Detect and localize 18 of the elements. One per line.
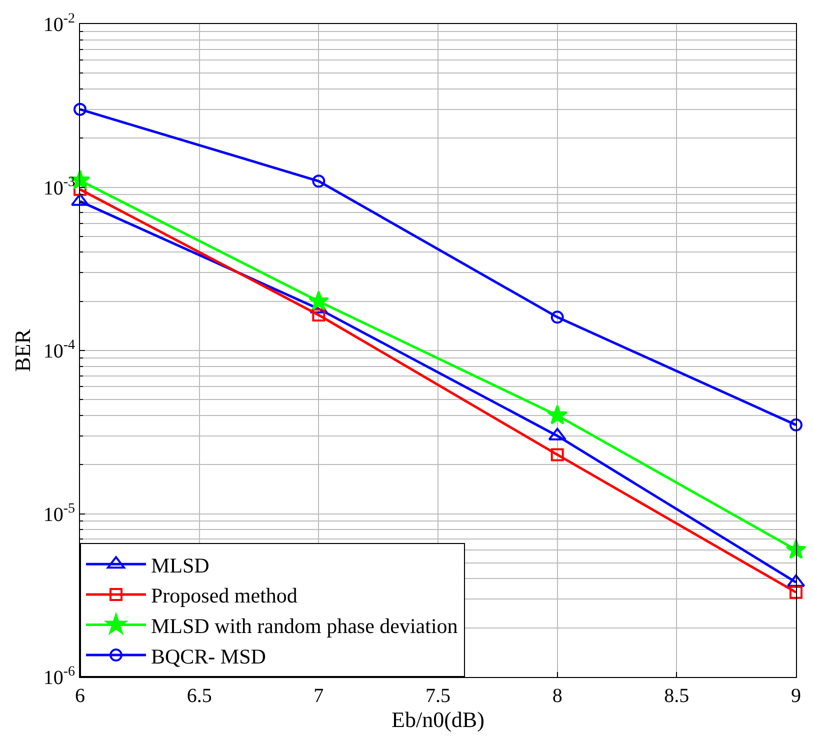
y-tick-label: 10$^{-6}$ bbox=[43, 664, 75, 689]
y-tick-label: 10$^{-5}$ bbox=[43, 501, 75, 526]
x-tick-label: 6 bbox=[75, 685, 85, 707]
x-tick-label: 8 bbox=[552, 685, 562, 707]
x-tick-label: 7 bbox=[314, 685, 324, 707]
legend-label: MLSD with random phase deviation bbox=[151, 614, 458, 638]
x-axis-title: Eb/n0(dB) bbox=[392, 707, 484, 732]
y-tick-label: 10$^{-2}$ bbox=[43, 12, 75, 36]
legend-label: BQCR- MSD bbox=[151, 644, 266, 668]
y-tick-label: 10$^{-4}$ bbox=[43, 338, 75, 362]
legend-label: Proposed method bbox=[151, 584, 298, 608]
y-axis-title: BER bbox=[10, 328, 36, 372]
x-tick-label: 6.5 bbox=[186, 685, 212, 707]
legend-label: MLSD bbox=[151, 553, 210, 578]
x-tick-label: 7.5 bbox=[426, 685, 450, 707]
y-tick-label: 10$^{-3}$ bbox=[43, 174, 75, 200]
x-tick-label: 9 bbox=[791, 685, 801, 707]
x-tick-label: 8.5 bbox=[664, 685, 690, 707]
